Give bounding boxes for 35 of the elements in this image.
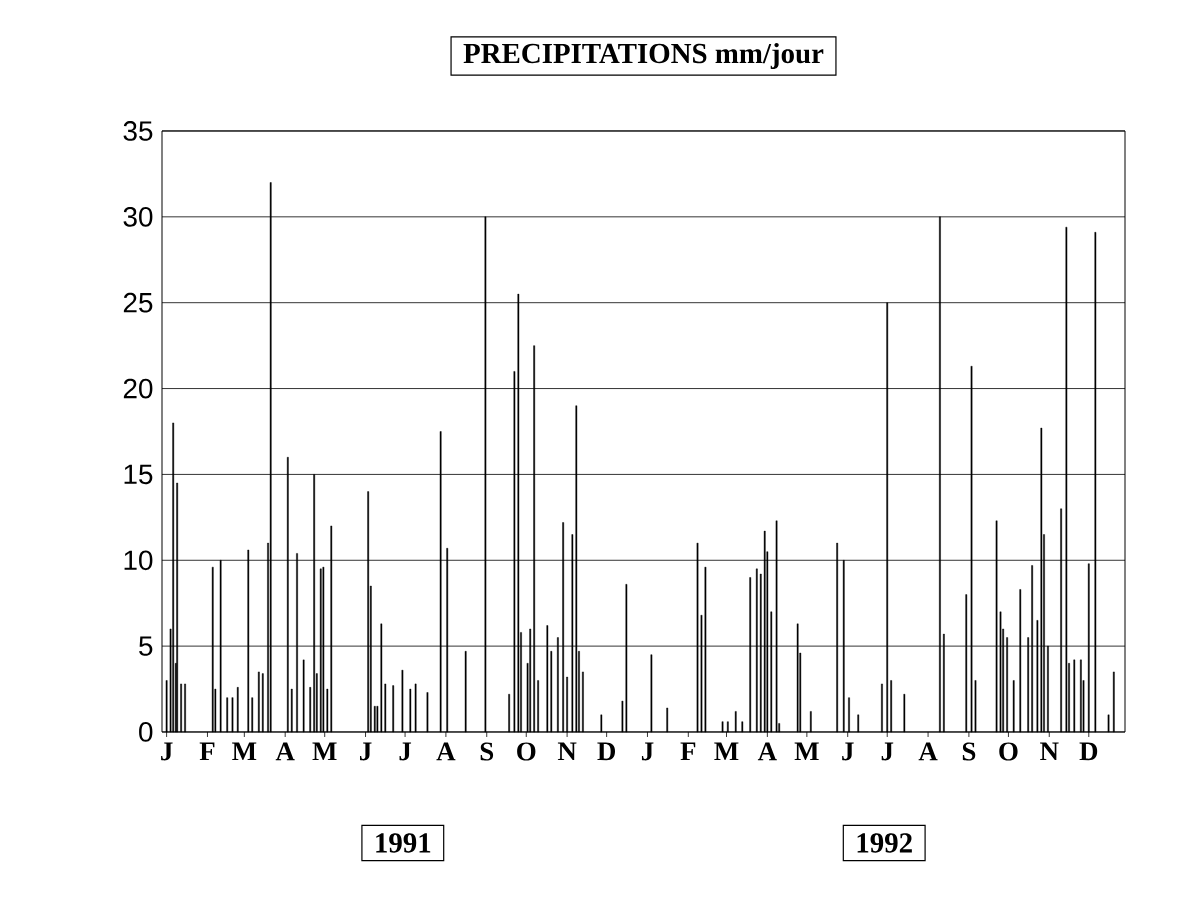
x-tick-label: A (436, 742, 456, 761)
x-tick-label: M (794, 742, 819, 761)
x-tick-label: D (597, 742, 616, 761)
x-tick-label: O (999, 742, 1018, 761)
x-tick-label: D (1079, 742, 1098, 761)
x-tick-label: S (480, 742, 494, 761)
x-tick-label: A (918, 742, 938, 761)
y-tick-label: 15 (124, 464, 153, 485)
x-tick-label: F (199, 742, 215, 761)
x-tick-label: F (680, 742, 696, 761)
y-tick-label: 30 (123, 206, 153, 227)
y-tick-label: 35 (123, 121, 153, 141)
x-tick-label: S (962, 742, 976, 761)
x-tick-label: N (1040, 742, 1059, 761)
y-tick-label: 20 (123, 378, 153, 399)
x-tick-label: A (275, 742, 295, 761)
chart-title: PRECIPITATIONS mm/jour (463, 42, 824, 70)
text: 1991 (376, 833, 431, 853)
x-tick-label: N (557, 742, 577, 761)
x-tick-label: A (757, 742, 777, 761)
y-tick-label: 25 (123, 292, 153, 313)
y-tick-label: 5 (139, 636, 153, 656)
x-tick-label: J (641, 742, 654, 761)
x-tick-label: J (399, 742, 412, 761)
text: 1992 (857, 833, 912, 853)
x-tick-label: J (161, 742, 173, 761)
x-tick-label: J (842, 742, 854, 761)
x-tick-label: M (232, 742, 257, 761)
x-tick-label: M (714, 742, 739, 761)
y-tick-label: 10 (124, 550, 153, 571)
x-tick-label: J (360, 742, 372, 761)
x-tick-label: J (881, 742, 894, 761)
x-tick-label: M (312, 742, 337, 761)
y-tick-label: 0 (139, 722, 153, 742)
x-tick-label: O (517, 742, 536, 761)
